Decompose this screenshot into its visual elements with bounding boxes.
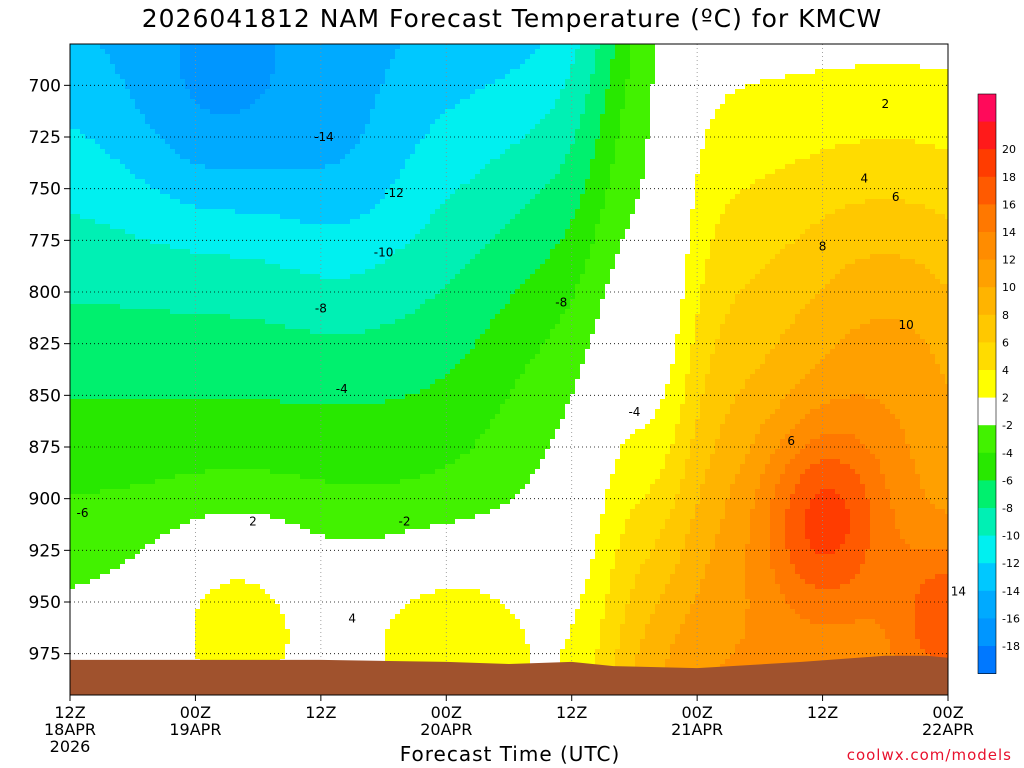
- colorbar-label: -12: [1002, 557, 1020, 570]
- contour-labels: -14 -12 -10 -8 -8 -4 -4 -6 -2 2 4 2 4 6 8 10 6 14: [77, 97, 967, 626]
- colorbar-frame: [977, 93, 997, 674]
- x-tick-label: 00Z: [932, 703, 963, 722]
- colorbar-label: -4: [1002, 447, 1013, 460]
- x-tick-label: 20APR: [420, 720, 472, 739]
- contour-label: 2: [881, 97, 889, 111]
- colorbar-label: 6: [1002, 336, 1009, 349]
- colorbar-label: -18: [1002, 640, 1020, 653]
- contour-label: 10: [899, 318, 914, 332]
- colorbar-swatch: [978, 590, 996, 619]
- colorbar-swatch: [978, 94, 996, 122]
- x-tick-label: 19APR: [169, 720, 221, 739]
- colorbar-swatch: [978, 287, 996, 316]
- y-axis: 700 725 750 775 800 825 850 875 900 925 950 975: [29, 76, 70, 665]
- y-tick-label: 700: [29, 76, 61, 96]
- colorbar-label: -10: [1002, 530, 1020, 543]
- colorbar-swatch: [978, 232, 996, 260]
- colorbar-swatch: [978, 508, 996, 536]
- colorbar-label: 14: [1002, 226, 1016, 239]
- gridlines: [70, 44, 948, 695]
- colorbar-label: 10: [1002, 281, 1016, 294]
- colorbar-swatch: [978, 480, 996, 509]
- colorbar-label: -14: [1002, 585, 1020, 598]
- colorbar-label: 18: [1002, 171, 1016, 184]
- y-tick-label: 850: [29, 386, 61, 406]
- colorbar-label: 12: [1002, 254, 1016, 267]
- contour-label: 8: [819, 240, 827, 254]
- x-tick-label: 12Z: [54, 703, 85, 722]
- contour-label: 4: [348, 612, 356, 626]
- contour-label: -6: [77, 506, 89, 520]
- x-tick-label: 22APR: [922, 720, 974, 739]
- contour-label: 2: [249, 514, 257, 528]
- contour-label: 4: [861, 171, 869, 185]
- colorbar-label: 8: [1002, 309, 1009, 322]
- colorbar-swatch: [978, 425, 996, 454]
- temperature-fill-layer: [70, 44, 948, 695]
- colorbar-label: 2: [1002, 392, 1009, 405]
- colorbar-label: 16: [1002, 198, 1016, 211]
- y-tick-label: 925: [29, 541, 61, 561]
- colorbar-swatch: [978, 149, 996, 178]
- colorbar-swatch: [978, 397, 996, 426]
- x-tick-label: 12Z: [807, 703, 838, 722]
- colorbar-label: -16: [1002, 612, 1020, 625]
- y-tick-label: 775: [29, 231, 61, 251]
- contour-label: -4: [628, 405, 640, 419]
- colorbar-label: -6: [1002, 474, 1013, 487]
- x-tick-label: 12Z: [556, 703, 587, 722]
- x-tick-label: 18APR: [44, 720, 96, 739]
- y-tick-label: 875: [29, 438, 61, 458]
- plot-frame: [69, 43, 949, 696]
- colorbar-swatch: [978, 204, 996, 233]
- colorbar-swatch: [978, 259, 996, 288]
- x-tick-label: 2026: [50, 737, 91, 756]
- y-tick-label: 725: [29, 128, 61, 148]
- x-tick-label: 21APR: [671, 720, 723, 739]
- colorbar-swatch: [978, 646, 996, 674]
- colorbar-swatch: [978, 342, 996, 371]
- contour-label: 14: [951, 585, 966, 599]
- colorbar-label: 4: [1002, 364, 1009, 377]
- x-tick-label: 12Z: [305, 703, 336, 722]
- contour-label: -14: [314, 130, 334, 144]
- contour-label: -10: [374, 246, 394, 260]
- contour-label: -8: [315, 302, 327, 316]
- colorbar-swatch: [978, 452, 996, 481]
- source-credit: coolwx.com/models: [847, 746, 1012, 764]
- x-axis-title: Forecast Time (UTC): [300, 742, 720, 766]
- colorbar-swatch: [978, 618, 996, 647]
- contour-label: -12: [384, 186, 404, 200]
- x-tick-label: 00Z: [180, 703, 211, 722]
- chart-title: 2026041812 NAM Forecast Temperature (ºC)…: [0, 4, 1024, 33]
- y-tick-label: 825: [29, 335, 61, 355]
- contour-label: -4: [336, 382, 348, 396]
- colorbar-swatch: [978, 535, 996, 564]
- y-tick-label: 950: [29, 593, 61, 613]
- x-tick-label: 00Z: [431, 703, 462, 722]
- colorbar-label: -2: [1002, 419, 1013, 432]
- contour-label: -8: [555, 295, 567, 309]
- colorbar-legend: 20 18 16 14 12 10 8 6 4 2 -2 -4 -6 -8 -10 -12 -14 -16 -18: [977, 93, 1020, 674]
- colorbar-swatch: [978, 121, 996, 150]
- colorbar-swatch: [978, 314, 996, 343]
- colorbar-label: -8: [1002, 502, 1013, 515]
- colorbar-swatch: [978, 176, 996, 205]
- y-tick-label: 800: [29, 283, 61, 303]
- y-tick-label: 975: [29, 645, 61, 665]
- contour-label: -2: [398, 514, 410, 528]
- x-tick-label: 00Z: [681, 703, 712, 722]
- colorbar-swatch: [978, 370, 996, 398]
- ground-layer: [70, 655, 948, 695]
- colorbar-label: 20: [1002, 143, 1016, 156]
- colorbar-swatch: [978, 563, 996, 592]
- terrain: [70, 655, 948, 695]
- y-tick-label: 750: [29, 180, 61, 200]
- contour-label: 6: [787, 434, 795, 448]
- contour-label: 6: [892, 190, 900, 204]
- y-tick-label: 900: [29, 490, 61, 510]
